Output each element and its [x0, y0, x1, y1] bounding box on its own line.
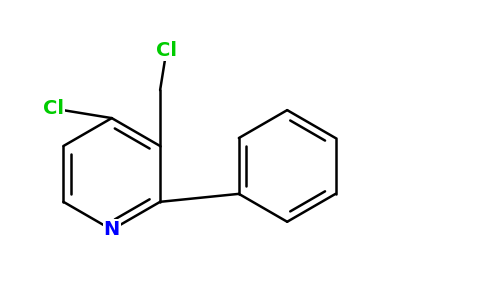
- Text: Cl: Cl: [43, 99, 64, 118]
- Text: N: N: [104, 220, 120, 239]
- Text: Cl: Cl: [156, 41, 177, 60]
